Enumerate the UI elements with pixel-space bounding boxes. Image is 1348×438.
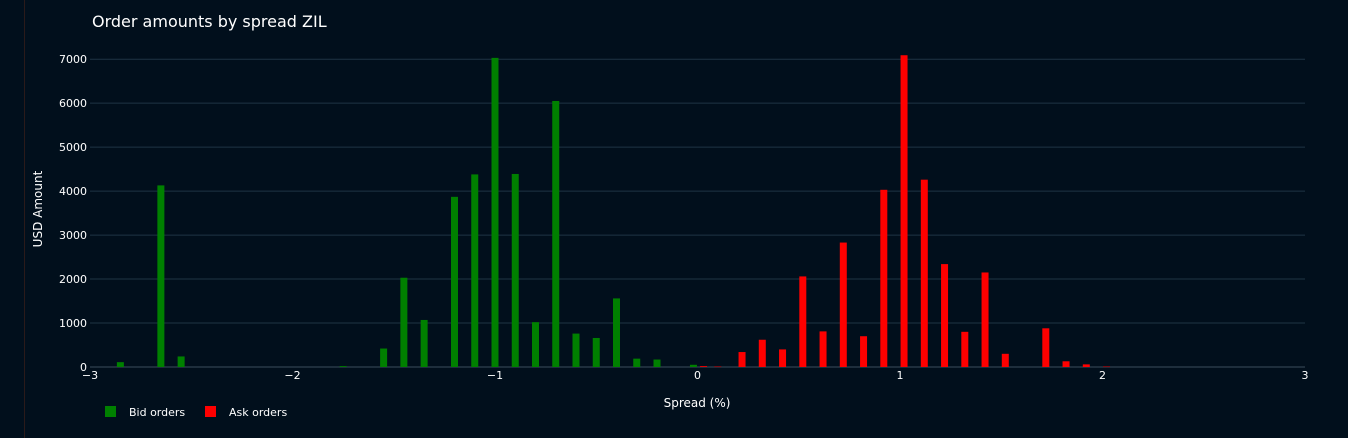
ask-bar — [860, 336, 868, 367]
y-tick-label: 5000 — [59, 141, 87, 154]
legend-swatch — [105, 406, 116, 417]
gridlines — [90, 58, 1305, 368]
y-tick-label: 6000 — [59, 97, 87, 110]
y-tick-label: 7000 — [59, 53, 87, 66]
bid-bar — [592, 337, 600, 367]
ask-bar — [758, 339, 766, 367]
x-tick-label: −3 — [82, 369, 98, 382]
x-tick-label: 3 — [1302, 369, 1309, 382]
left-divider — [24, 0, 25, 438]
ask-bar — [700, 366, 708, 367]
x-axis-ticks: −3 −2 −1 0 1 2 3 — [82, 369, 1309, 382]
ask-bar — [799, 276, 807, 367]
ask-bar — [981, 272, 989, 367]
bid-bar — [157, 185, 165, 367]
bid-bar — [491, 57, 499, 367]
chart-title: Order amounts by spread ZIL — [92, 12, 327, 31]
ask-bar — [1082, 364, 1090, 367]
bars — [116, 55, 1111, 368]
y-tick-label: 2000 — [59, 273, 87, 286]
bid-bar — [613, 298, 620, 367]
legend: Bid orders Ask orders — [105, 406, 287, 419]
bid-bar — [380, 348, 388, 367]
ask-bar — [900, 55, 908, 367]
x-tick-label: 1 — [897, 369, 904, 382]
bid-bar — [689, 364, 697, 367]
ask-bar — [779, 349, 787, 367]
ask-bar — [880, 189, 888, 367]
legend-label: Bid orders — [129, 406, 185, 419]
ask-bar — [1062, 361, 1070, 367]
x-tick-label: −2 — [284, 369, 300, 382]
y-tick-label: 0 — [80, 361, 87, 374]
legend-swatch — [205, 406, 216, 417]
y-axis-ticks: 0 1000 2000 3000 4000 5000 6000 7000 — [59, 53, 87, 374]
y-tick-label: 3000 — [59, 229, 87, 242]
bid-bar — [532, 322, 539, 367]
ask-bar — [714, 366, 722, 368]
bid-bar — [633, 358, 641, 367]
legend-label: Ask orders — [229, 406, 287, 419]
bid-bar — [653, 359, 661, 367]
ask-bar — [941, 264, 949, 367]
y-tick-label: 1000 — [59, 317, 87, 330]
ask-bar — [1001, 353, 1009, 367]
ask-bar — [819, 331, 827, 367]
x-tick-label: −1 — [487, 369, 503, 382]
bid-bar — [116, 362, 124, 367]
ask-bar — [920, 179, 928, 367]
ask-bar — [1042, 328, 1050, 367]
ask-bar — [1103, 366, 1111, 368]
y-axis-label: USD Amount — [31, 170, 45, 247]
bid-bar — [552, 100, 560, 367]
bid-bar — [177, 356, 185, 367]
x-tick-label: 2 — [1099, 369, 1106, 382]
ask-bar — [839, 242, 847, 367]
bid-bar — [451, 196, 458, 367]
bid-bar — [400, 277, 408, 367]
bid-bar — [572, 333, 580, 367]
y-tick-label: 4000 — [59, 185, 87, 198]
ask-bar — [961, 331, 969, 367]
ask-bar — [738, 352, 746, 367]
bid-bar — [511, 173, 519, 367]
bid-bar — [420, 319, 428, 367]
x-tick-label: 0 — [694, 369, 701, 382]
bid-bar — [471, 174, 479, 367]
x-axis-label: Spread (%) — [664, 396, 731, 410]
bid-bar — [339, 366, 347, 367]
